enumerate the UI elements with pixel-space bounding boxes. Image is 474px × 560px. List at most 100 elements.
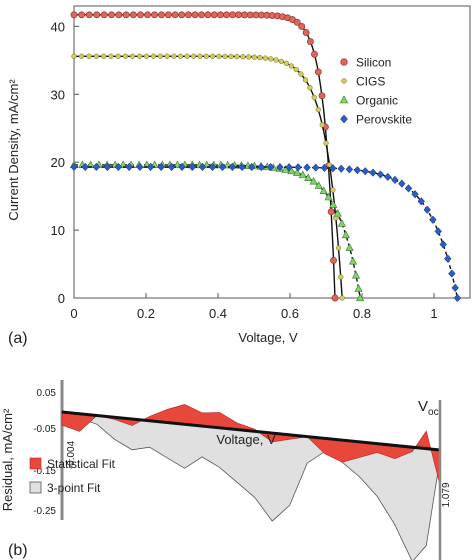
- organic-point-41: [341, 230, 350, 239]
- cigs-point-2: [86, 53, 92, 59]
- legend-marker-silicon: [340, 58, 348, 66]
- organic-point-39: [333, 209, 342, 217]
- perovskite-point-9: [167, 162, 176, 172]
- silicon-point-22: [223, 11, 231, 19]
- perovskite-point-22: [294, 163, 302, 172]
- organic-point-35: [314, 181, 323, 189]
- perovskite-point-30: [361, 167, 369, 176]
- x-tick-label-2: 0.4: [209, 306, 227, 321]
- perovskite-point-14: [218, 162, 227, 172]
- silicon-point-1: [78, 11, 86, 19]
- silicon-point-20: [210, 11, 218, 19]
- silicon-point-17: [191, 11, 199, 19]
- silicon-point-14: [171, 11, 179, 19]
- perovskite-point-28: [345, 165, 354, 174]
- organic-point-2: [86, 160, 95, 169]
- cigs-point-16: [184, 53, 190, 59]
- silicon-point-37: [302, 29, 310, 37]
- perovskite-point-31: [369, 168, 377, 177]
- b-range-label-start: -0.004: [66, 440, 77, 469]
- perovskite-point-21: [285, 163, 293, 172]
- organic-point-37: [324, 192, 333, 201]
- perovskite-point-37: [411, 190, 419, 199]
- legend-label-organic: Organic: [356, 94, 398, 108]
- cigs-point-25: [240, 54, 246, 60]
- cigs-point-6: [115, 53, 121, 59]
- cigs-point-32: [278, 58, 284, 65]
- cigs-point-13: [164, 53, 170, 59]
- panel-b-residuals: (b) Residual, mA/cm² 0.05 -0.05 -0.15 -0.25…: [0, 380, 452, 560]
- cigs-point-24: [234, 53, 240, 60]
- cigs-point-22: [222, 53, 228, 60]
- perovskite-point-25: [320, 163, 329, 173]
- silicon-point-7: [122, 11, 130, 19]
- perovskite-point-32: [376, 170, 385, 179]
- b-y-tick-label-3: -0.25: [33, 506, 56, 517]
- perovskite-point-8: [157, 162, 165, 172]
- perovskite-point-40: [429, 215, 437, 224]
- perovskite-point-45: [451, 283, 459, 292]
- b-y-tick-label-1: -0.05: [33, 424, 56, 435]
- perovskite-point-0: [70, 162, 78, 172]
- cigs-point-12: [157, 53, 163, 59]
- silicon-point-35: [293, 18, 301, 26]
- silicon-point-25: [240, 11, 248, 19]
- organic-point-43: [348, 256, 358, 265]
- cigs-point-8: [129, 53, 136, 59]
- cigs-point-31: [273, 57, 279, 63]
- organic-point-42: [345, 243, 354, 251]
- legend-label-perovskite: Perovskite: [356, 113, 412, 127]
- silicon-point-24: [235, 11, 243, 19]
- perovskite-point-34: [391, 175, 399, 185]
- fit-line-perovskite: [74, 166, 459, 299]
- panel-b-zero-line: [61, 410, 441, 452]
- perovskite-point-18: [257, 162, 265, 172]
- cigs-point-38: [307, 85, 313, 91]
- organic-point-46: [356, 293, 365, 302]
- cigs-point-41: [319, 122, 325, 128]
- perovskite-point-20: [276, 162, 284, 172]
- cigs-point-18: [197, 53, 203, 59]
- y-tick-label-2: 20: [51, 155, 65, 170]
- perovskite-point-17: [247, 162, 256, 172]
- legend-marker-cigs: [341, 78, 347, 84]
- silicon-point-9: [137, 11, 144, 19]
- silicon-point-39: [311, 50, 318, 58]
- y-tick-label-0: 0: [58, 291, 65, 306]
- x-tick-label-5: 1: [430, 306, 437, 321]
- perovskite-point-39: [423, 205, 431, 214]
- cigs-point-23: [228, 53, 234, 60]
- legend-swatch-statistical-fit: [29, 457, 42, 470]
- cigs-point-47: [338, 274, 344, 280]
- silicon-point-11: [151, 11, 158, 19]
- silicon-point-41: [318, 92, 326, 100]
- cigs-point-4: [101, 53, 107, 59]
- perovskite-point-24: [312, 163, 320, 172]
- cigs-point-21: [216, 53, 222, 60]
- cigs-point-3: [93, 53, 100, 59]
- cigs-point-0: [71, 53, 77, 59]
- perovskite-point-5: [125, 162, 133, 172]
- legend-marker-perovskite: [340, 114, 348, 124]
- perovskite-point-38: [417, 197, 425, 206]
- silicon-point-19: [204, 11, 212, 19]
- cigs-point-14: [171, 53, 177, 59]
- organic-point-6: [119, 160, 128, 169]
- perovskite-point-3: [103, 162, 112, 172]
- silicon-point-36: [298, 23, 306, 30]
- cigs-point-39: [311, 94, 317, 101]
- perovskite-point-42: [439, 240, 447, 249]
- panel-a-iv-curves: (a) Voltage, V Current Density, mA/cm² 0…: [6, 5, 471, 347]
- silicon-point-16: [184, 11, 192, 19]
- cigs-point-30: [268, 56, 274, 62]
- silicon-point-5: [108, 11, 116, 19]
- silicon-point-18: [198, 11, 205, 19]
- silicon-point-4: [100, 11, 108, 19]
- b-y-tick-label-2: -0.15: [33, 466, 56, 477]
- cigs-point-29: [262, 55, 269, 61]
- organic-point-32: [298, 170, 307, 179]
- silicon-point-6: [115, 11, 123, 19]
- perovskite-point-7: [146, 162, 155, 172]
- perovskite-point-10: [178, 162, 186, 172]
